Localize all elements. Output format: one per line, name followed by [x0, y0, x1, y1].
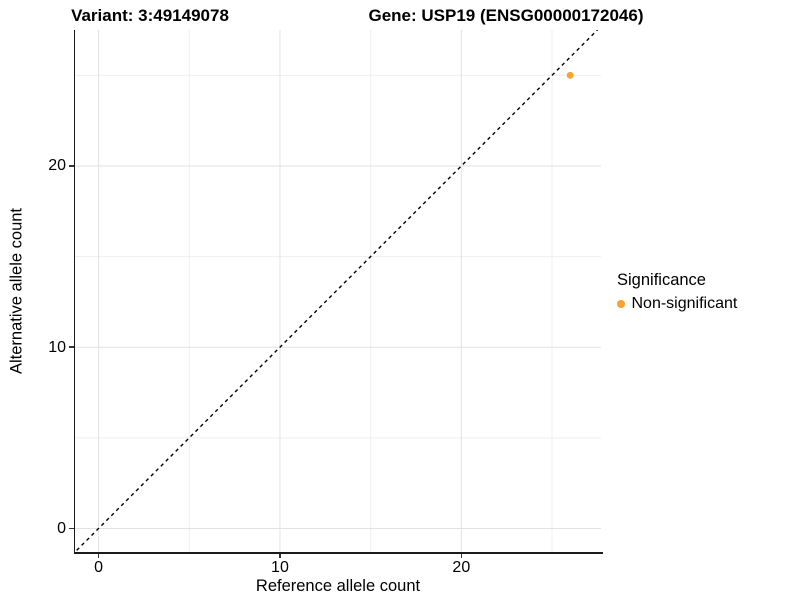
legend-title: Significance [617, 271, 706, 289]
y-tick-label: 20 [48, 157, 66, 175]
legend-item: Non-significant [617, 295, 737, 313]
y-tick-mark [69, 527, 74, 530]
y-axis-line [73, 30, 75, 554]
x-tick-label: 10 [271, 559, 289, 576]
plot-panel [75, 30, 601, 552]
x-tick-mark [460, 553, 463, 558]
y-tick-label: 10 [48, 338, 66, 356]
x-tick-label: 20 [452, 559, 471, 576]
x-tick-label: 0 [94, 559, 104, 576]
y-tick-mark [69, 165, 74, 167]
legend-item-label: Non-significant [631, 295, 738, 312]
y-tick-mark [69, 346, 74, 348]
x-axis-line [73, 552, 603, 554]
legend: Significance Non-significant [617, 271, 737, 313]
legend-point-icon [617, 300, 625, 308]
gene-title: Gene: USP19 (ENSG00000172046) [368, 6, 644, 25]
x-tick-mark [279, 553, 281, 558]
y-axis-label: Alternative allele count [7, 207, 26, 375]
y-tick-label: 0 [57, 519, 66, 537]
variant-title: Variant: 3:49149078 [71, 6, 229, 25]
x-tick-mark [97, 553, 100, 558]
x-axis-label: Reference allele count [255, 577, 421, 595]
plot-area-svg [75, 30, 601, 552]
